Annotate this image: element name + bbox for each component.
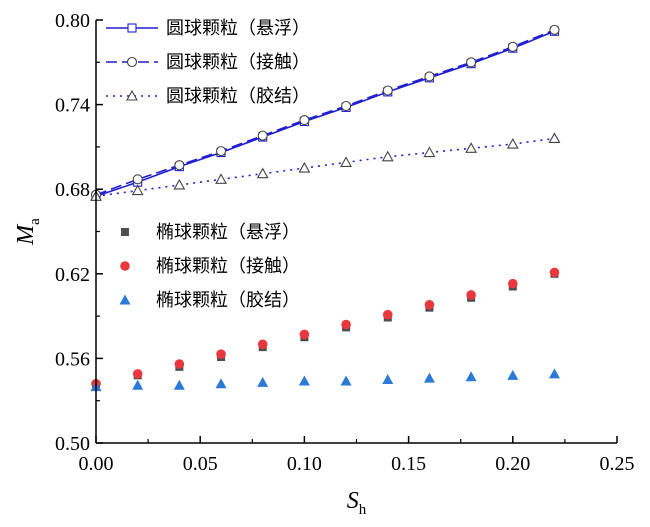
y-tick-label: 0.80 — [55, 10, 90, 32]
y-tick-label: 0.62 — [55, 264, 90, 286]
data-point — [257, 130, 268, 141]
data-point — [382, 309, 393, 320]
data-point — [423, 146, 436, 158]
legend-entry: 椭球颗粒（胶结） — [119, 290, 300, 311]
data-point — [299, 329, 310, 340]
legend-label: 圆球颗粒（接触） — [166, 52, 310, 73]
legend-ellipsoid-particles: 椭球颗粒（悬浮） 椭球颗粒（接触） 椭球颗粒（胶结） — [119, 222, 300, 311]
axes: 0.00 0.05 0.10 0.15 0.20 0.25 0.50 0.56 0.62 0.6… — [55, 10, 635, 475]
x-axis-title: Sh — [347, 488, 367, 518]
x-tick-label: 0.10 — [287, 453, 322, 475]
data-point — [174, 160, 185, 171]
x-ticks: 0.00 0.05 0.10 0.15 0.20 0.25 — [79, 436, 635, 475]
series-4 — [92, 269, 559, 390]
data-point — [173, 379, 185, 390]
data-point — [215, 173, 227, 184]
x-tick-label: 0.15 — [391, 453, 426, 475]
series-line — [95, 29, 555, 196]
data-point — [549, 24, 560, 35]
plot-area — [90, 24, 561, 392]
data-point — [507, 41, 518, 52]
data-point — [131, 184, 144, 196]
legend-swatch-marker — [119, 294, 131, 305]
data-point — [465, 371, 477, 382]
data-point — [298, 375, 310, 386]
legend-swatch-marker — [120, 261, 130, 271]
data-point — [132, 369, 143, 379]
data-point — [549, 267, 560, 278]
legend-entry: 椭球颗粒（接触） — [120, 256, 300, 277]
series-5 — [91, 267, 560, 389]
legend-swatch-marker — [127, 23, 137, 33]
data-point — [299, 115, 310, 126]
legend-entry: 圆球颗粒（接触） — [106, 52, 310, 73]
data-point — [423, 372, 435, 383]
legend-round-particles: 圆球颗粒（悬浮） 圆球颗粒（接触） 圆球颗粒（胶结） — [106, 18, 310, 107]
legend-label: 圆球颗粒（悬浮） — [166, 18, 310, 39]
data-point — [257, 339, 268, 350]
legend-label: 椭球颗粒（胶结） — [156, 290, 300, 311]
x-tick-label: 0.05 — [183, 453, 218, 475]
legend-label: 椭球颗粒（悬浮） — [156, 222, 300, 243]
legend-label: 圆球颗粒（胶结） — [166, 86, 310, 107]
data-point — [341, 100, 352, 112]
data-point — [548, 132, 561, 143]
data-point — [466, 57, 477, 68]
data-point — [173, 178, 186, 190]
y-ticks: 0.50 0.56 0.62 0.68 0.74 0.80 — [55, 10, 103, 455]
data-point — [466, 290, 476, 300]
data-point — [174, 359, 185, 369]
series-line — [95, 30, 555, 198]
data-point — [215, 146, 227, 157]
data-point — [382, 85, 393, 96]
data-point — [506, 137, 519, 149]
legend-label: 椭球颗粒（接触） — [156, 256, 300, 277]
x-tick-label: 0.25 — [600, 453, 635, 475]
legend-entry: 圆球颗粒（悬浮） — [106, 18, 310, 39]
data-point — [424, 71, 435, 82]
y-axis-title: Ma — [13, 218, 43, 246]
y-axis-title-sub: a — [27, 218, 43, 225]
series-2 — [90, 24, 560, 200]
data-point — [257, 376, 269, 387]
data-point — [341, 319, 351, 330]
y-tick-label: 0.56 — [55, 348, 90, 370]
data-point — [340, 156, 353, 167]
data-point — [256, 167, 269, 179]
data-point — [298, 161, 311, 173]
x-tick-label: 0.00 — [79, 453, 114, 475]
x-axis-title-sub: h — [359, 502, 367, 518]
data-point — [382, 374, 394, 385]
legend-entry: 圆球颗粒（胶结） — [106, 86, 310, 107]
data-point — [548, 368, 560, 379]
legend-swatch-marker — [121, 228, 129, 236]
x-axis-title-main: S — [347, 488, 359, 514]
data-point — [508, 278, 518, 289]
data-point — [216, 349, 226, 359]
legend-entry: 椭球颗粒（悬浮） — [121, 222, 300, 243]
x-tick-label: 0.20 — [495, 453, 530, 475]
legend-swatch-marker — [126, 89, 138, 101]
data-point — [507, 369, 519, 380]
series-6 — [90, 368, 560, 392]
data-point — [132, 379, 144, 390]
data-point — [424, 300, 435, 310]
data-point — [340, 375, 352, 386]
series-3 — [90, 132, 561, 201]
y-axis-title-main: M — [13, 223, 39, 246]
y-tick-label: 0.68 — [55, 179, 90, 201]
legend-swatch-marker — [126, 56, 138, 68]
data-point — [132, 174, 143, 185]
data-point — [465, 142, 478, 153]
y-tick-label: 0.50 — [55, 433, 90, 455]
y-tick-label: 0.74 — [55, 95, 90, 117]
data-point — [381, 150, 394, 162]
data-point — [215, 378, 227, 389]
series-line — [95, 137, 555, 198]
